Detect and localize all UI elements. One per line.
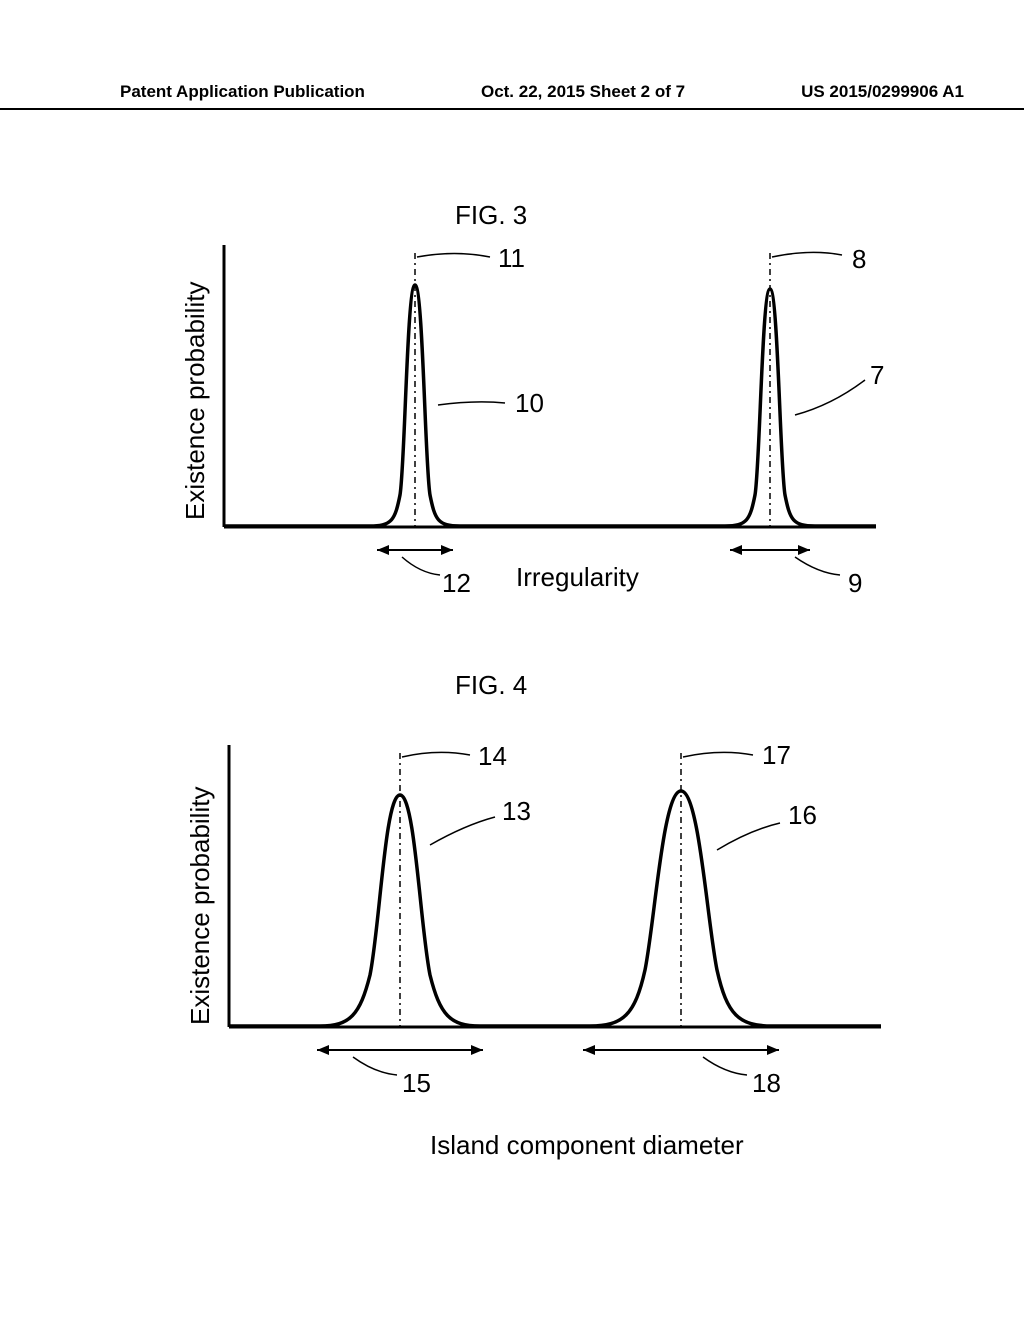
fig4-y-label: Existence probability — [185, 787, 216, 1025]
fig3-chart — [220, 245, 880, 585]
fig3-x-label: Irregularity — [516, 562, 639, 593]
fig3-label-12: 12 — [442, 568, 471, 599]
fig3-y-label: Existence probability — [180, 282, 211, 520]
fig3-svg — [220, 245, 880, 585]
header-left: Patent Application Publication — [120, 82, 365, 102]
fig4-label-18: 18 — [752, 1068, 781, 1099]
fig4-x-label: Island component diameter — [430, 1130, 744, 1161]
fig4-label-15: 15 — [402, 1068, 431, 1099]
fig4-title: FIG. 4 — [455, 670, 527, 701]
page-header: Patent Application Publication Oct. 22, … — [0, 82, 1024, 110]
fig3-label-11: 11 — [498, 243, 525, 274]
fig4-label-17: 17 — [762, 740, 791, 771]
fig3-label-10: 10 — [515, 388, 544, 419]
fig3-label-7: 7 — [870, 360, 884, 391]
fig4-svg — [225, 745, 885, 1085]
fig4-label-14: 14 — [478, 741, 507, 772]
fig4-label-16: 16 — [788, 800, 817, 831]
fig3-label-8: 8 — [852, 244, 866, 275]
fig3-title: FIG. 3 — [455, 200, 527, 231]
header-center: Oct. 22, 2015 Sheet 2 of 7 — [481, 82, 685, 102]
header-right: US 2015/0299906 A1 — [801, 82, 964, 102]
fig4-chart — [225, 745, 885, 1085]
fig3-label-9: 9 — [848, 568, 862, 599]
fig4-label-13: 13 — [502, 796, 531, 827]
